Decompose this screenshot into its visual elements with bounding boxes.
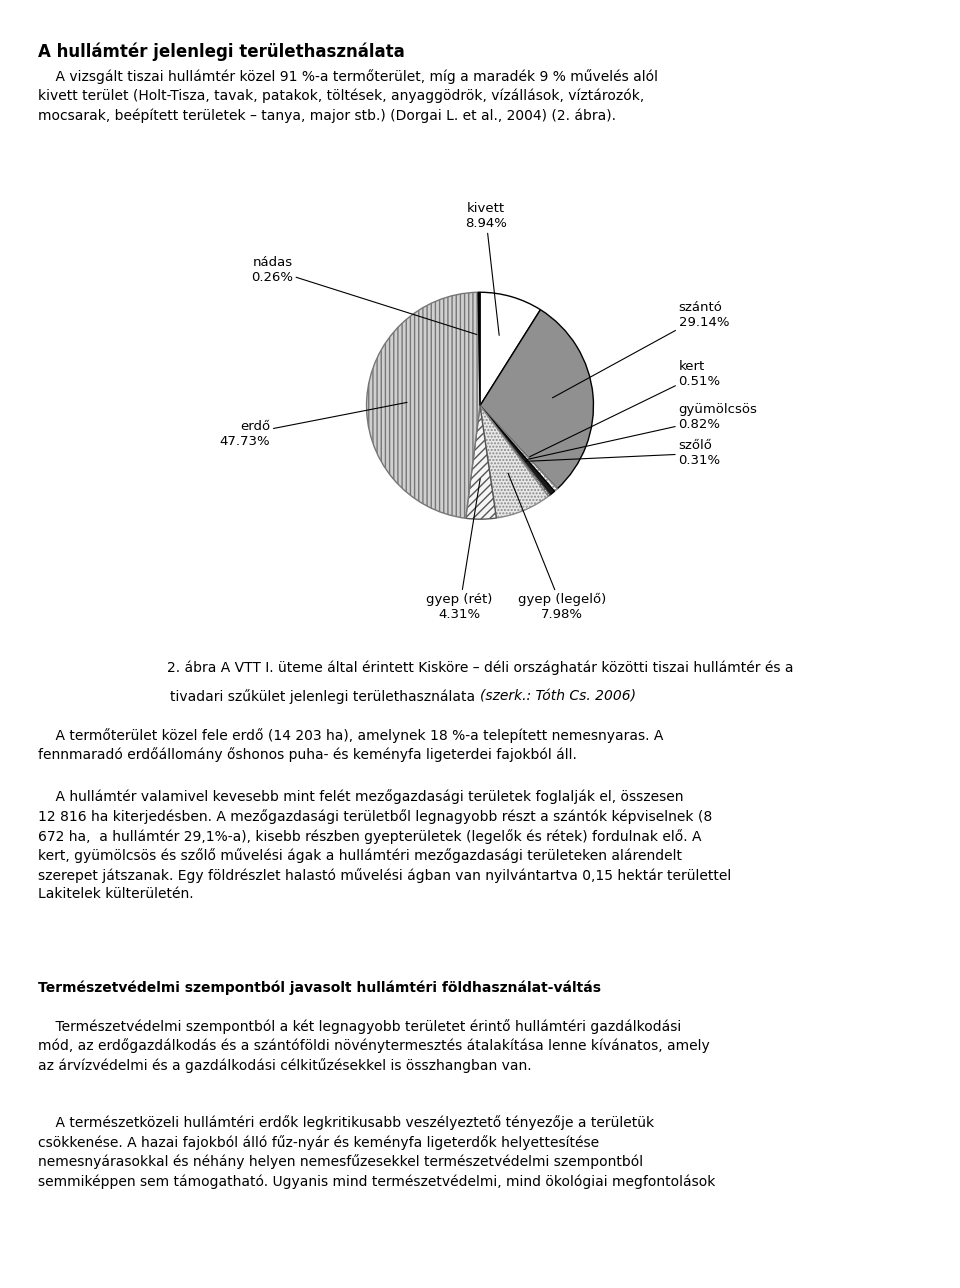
Text: szőlő
0.31%: szőlő 0.31% — [526, 439, 721, 468]
Wedge shape — [480, 406, 557, 491]
Text: A hullámtér jelenlegi területhasználata: A hullámtér jelenlegi területhasználata — [38, 43, 405, 61]
Text: erdő
47.73%: erdő 47.73% — [220, 402, 407, 448]
Wedge shape — [480, 309, 593, 489]
Wedge shape — [478, 292, 480, 406]
Text: gyep (legelő)
7.98%: gyep (legelő) 7.98% — [508, 473, 606, 621]
Wedge shape — [480, 406, 548, 518]
Text: kivett
8.94%: kivett 8.94% — [465, 202, 507, 335]
Text: A vizsgált tiszai hullámtér közel 91 %-a termőterület, míg a maradék 9 % művelés: A vizsgált tiszai hullámtér közel 91 %-a… — [38, 70, 659, 122]
Text: Természetvédelmi szempontból javasolt hullámtéri földhasználat-váltás: Természetvédelmi szempontból javasolt hu… — [38, 980, 601, 994]
Text: 2. ábra A VTT I. üteme által érintett Kisköre – déli országhatár közötti tiszai : 2. ábra A VTT I. üteme által érintett Ki… — [167, 661, 793, 675]
Text: tivadari szűkület jelenlegi területhasználata: tivadari szűkület jelenlegi területhaszn… — [171, 689, 480, 705]
Text: nádas
0.26%: nádas 0.26% — [251, 255, 477, 335]
Wedge shape — [367, 292, 480, 518]
Text: gyep (rét)
4.31%: gyep (rét) 4.31% — [426, 479, 492, 621]
Text: Természetvédelmi szempontból a két legnagyobb területet érintő hullámtéri gazdál: Természetvédelmi szempontból a két legna… — [38, 1019, 710, 1073]
Text: (szerk.: Tóth Cs. 2006): (szerk.: Tóth Cs. 2006) — [480, 689, 636, 703]
Text: gyümölcsös
0.82%: gyümölcsös 0.82% — [528, 403, 757, 460]
Wedge shape — [480, 406, 550, 496]
Wedge shape — [466, 406, 496, 519]
Text: A hullámtér valamivel kevesebb mint felét mezőgazdasági területek foglalják el, : A hullámtér valamivel kevesebb mint felé… — [38, 790, 732, 902]
Text: szántó
29.14%: szántó 29.14% — [552, 301, 729, 398]
Text: kert
0.51%: kert 0.51% — [530, 359, 721, 457]
Wedge shape — [480, 292, 540, 406]
Wedge shape — [480, 406, 555, 495]
Text: A termőterület közel fele erdő (14 203 ha), amelynek 18 %-a telepített nemesnyar: A termőterület közel fele erdő (14 203 h… — [38, 728, 663, 762]
Text: A természetközeli hullámtéri erdők legkritikusabb veszélyeztető tényezője a terü: A természetközeli hullámtéri erdők legkr… — [38, 1115, 716, 1189]
